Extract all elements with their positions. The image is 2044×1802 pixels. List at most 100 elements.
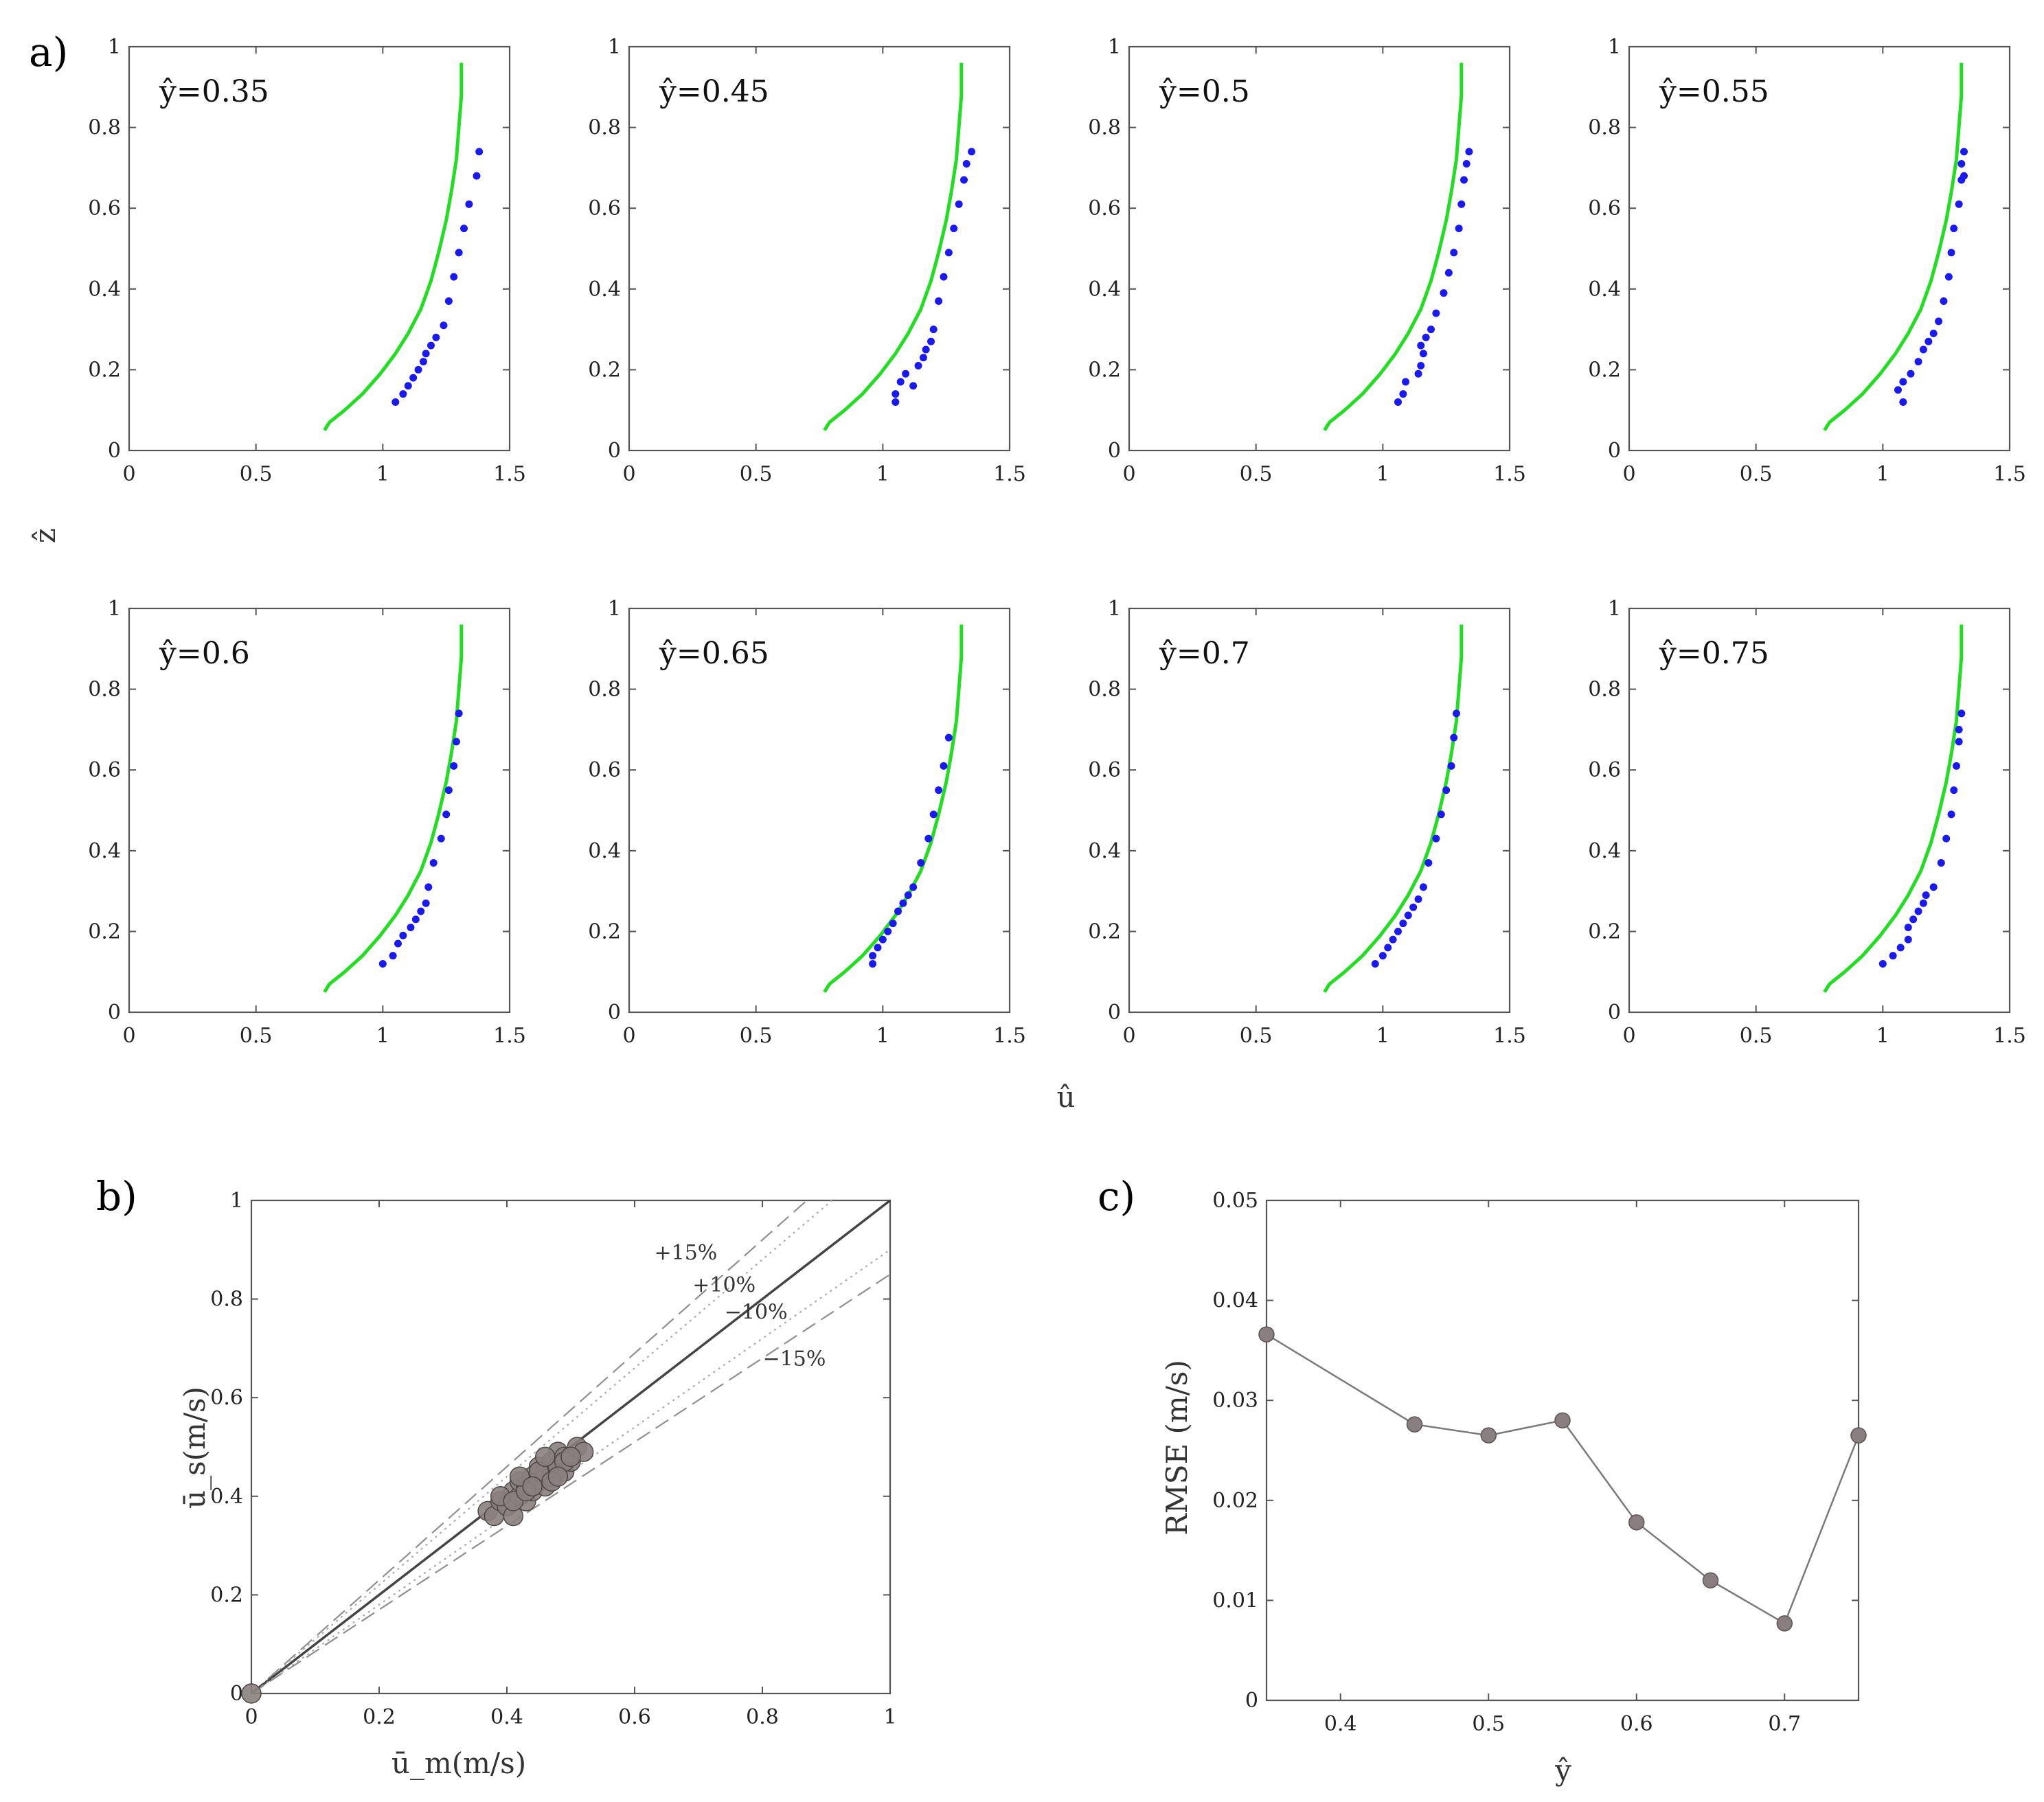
panel-c-ylabel: RMSE (m/s) [1160, 1360, 1194, 1536]
measured-point [1442, 786, 1451, 795]
measured-point [1889, 952, 1897, 960]
measured-point [389, 952, 397, 960]
subplot-ytick-label: 0.4 [1588, 839, 1621, 863]
subplot-ytick-label: 0.8 [1088, 116, 1121, 140]
measured-point [424, 883, 433, 891]
subplot-xtick-label: 0.5 [1240, 1024, 1273, 1048]
measured-point [909, 883, 918, 891]
subplot-xtick-label: 1.5 [1993, 1024, 2026, 1048]
measured-point [432, 333, 440, 341]
subplot-ytick-label: 1 [108, 35, 121, 59]
subplot-ytick-label: 1 [1608, 35, 1621, 59]
measured-point [1899, 398, 1907, 406]
panel-c-xtick-label: 0.6 [1620, 1712, 1653, 1736]
measured-point [1394, 398, 1402, 406]
measured-point [1904, 924, 1912, 932]
panel-b-ytick-label: 0.2 [210, 1583, 243, 1607]
reference-line [251, 1273, 891, 1694]
subplot-title: ŷ=0.7 [1159, 636, 1250, 671]
rmse-point [1480, 1427, 1497, 1444]
subplot-8: 0 0.5 1 1.5 0 0.2 0.4 0.6 0.8 1 ŷ=0.75 [1588, 597, 2026, 1048]
subplot-frame [1128, 45, 1511, 452]
measured-point [1399, 920, 1407, 928]
measured-point [960, 176, 968, 184]
subplot-ytick-label: 0 [608, 1001, 621, 1025]
rmse-point [1554, 1412, 1571, 1429]
model-curve [323, 62, 464, 431]
measured-point [407, 924, 415, 932]
panel-a: 0 0.5 1 1.5 0 0.2 0.4 0.6 0.8 1 ŷ=0.35 0 0.5 1 1.5 0 0.2… [88, 35, 2026, 1048]
subplot-ytick-label: 0 [608, 439, 621, 463]
panel-label-b: b) [96, 1173, 137, 1220]
measured-point [1460, 176, 1468, 184]
subplot-xtick-label: 1 [1876, 462, 1889, 486]
subplot-xtick-label: 0.5 [240, 462, 273, 486]
subplot-4: 0 0.5 1 1.5 0 0.2 0.4 0.6 0.8 1 ŷ=0.55 [1588, 35, 2026, 486]
subplot-ytick-label: 0.2 [1588, 920, 1621, 944]
measured-point [1427, 326, 1435, 334]
measured-point [896, 378, 905, 386]
measured-point [465, 200, 473, 208]
measured-point [1894, 386, 1902, 394]
subplot-frame [1628, 607, 2011, 1014]
subplot-xtick-label: 0.5 [740, 462, 773, 486]
measured-point [869, 952, 877, 960]
subplot-ytick-label: 1 [1108, 597, 1121, 621]
subplot-ytick-label: 1 [608, 597, 621, 621]
measured-point [1960, 172, 1968, 180]
measured-point [437, 834, 445, 843]
measured-point [417, 907, 425, 915]
subplot-ytick-label: 0.8 [1088, 678, 1121, 702]
subplot-xtick-label: 1 [376, 1024, 389, 1048]
measured-point [475, 148, 484, 156]
subplot-ytick-label: 0 [1108, 1001, 1121, 1025]
measured-point [444, 786, 453, 795]
panel-b-ytick-label: 1 [230, 1189, 243, 1213]
subplot-ytick-label: 0.4 [1088, 277, 1121, 301]
measured-point [924, 834, 933, 843]
reference-line-label: +10% [692, 1273, 756, 1297]
measured-point [1950, 786, 1958, 795]
measured-point [1957, 160, 1966, 168]
subplot-xtick-label: 0 [1622, 462, 1635, 486]
subplot-ytick-label: 0 [108, 1001, 121, 1025]
measured-point [427, 341, 435, 350]
measured-point [892, 398, 900, 406]
measured-point [378, 959, 387, 968]
panel-b-frame [250, 1199, 892, 1695]
subplot-ytick-label: 0.2 [588, 920, 621, 944]
data-point [522, 1476, 543, 1497]
subplot-xtick-label: 0.5 [1740, 1024, 1773, 1048]
subplot-ytick-label: 0.8 [588, 678, 621, 702]
panel-c-xlabel: ŷ [1554, 1753, 1571, 1787]
measured-point [399, 931, 407, 939]
measured-point [944, 249, 953, 257]
model-curve [1323, 624, 1464, 993]
measured-point [1919, 345, 1927, 354]
measured-point [1455, 225, 1463, 233]
subplot-ytick-label: 0 [1608, 1001, 1621, 1025]
subplot-title: ŷ=0.6 [159, 636, 250, 671]
subplot-2: 0 0.5 1 1.5 0 0.2 0.4 0.6 0.8 1 ŷ=0.45 [588, 35, 1026, 486]
measured-point [422, 350, 430, 358]
measured-point [1447, 762, 1455, 770]
panel-b-xtick-label: 0 [245, 1705, 258, 1729]
panel-b-xtick-label: 0.6 [618, 1705, 651, 1729]
measured-point [450, 762, 458, 770]
measured-point [1922, 891, 1930, 899]
data-point [547, 1466, 569, 1487]
measured-point [1899, 378, 1907, 386]
measured-point [422, 899, 430, 907]
subplot-ytick-label: 0.4 [88, 839, 121, 863]
measured-point [1914, 907, 1922, 915]
measured-point [909, 382, 918, 390]
measured-point [1955, 725, 1963, 733]
panel-a-ylabel: ẑ [28, 528, 62, 543]
measured-point [1929, 329, 1938, 337]
subplot-ytick-label: 0.6 [1088, 196, 1121, 220]
data-point [560, 1446, 581, 1468]
subplot-3: 0 0.5 1 1.5 0 0.2 0.4 0.6 0.8 1 ŷ=0.5 [1088, 35, 1526, 486]
measured-point [894, 907, 902, 915]
subplot-ytick-label: 0.2 [88, 920, 121, 944]
measured-point [940, 273, 948, 281]
